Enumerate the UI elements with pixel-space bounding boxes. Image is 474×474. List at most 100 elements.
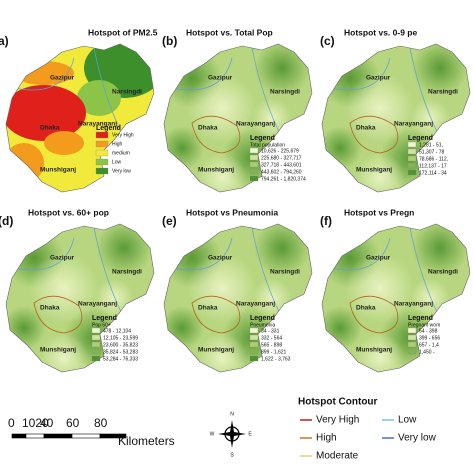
place-name: Munshiganj	[40, 347, 76, 354]
zone	[345, 253, 415, 323]
legend-label: 794,261 - 1,820,374	[261, 176, 306, 182]
panel-title: Hotspot vs. 60+ pop	[28, 207, 109, 217]
legend-label: 172,114 - 34	[419, 170, 447, 176]
zone	[187, 253, 257, 323]
place-name: Narayanganj	[78, 121, 117, 128]
contour	[33, 295, 83, 334]
contour-label: Very low	[398, 433, 437, 444]
zone	[410, 98, 450, 138]
legend-label: 657 - 1,4	[419, 342, 439, 348]
legend-swatch	[249, 334, 259, 341]
border	[163, 223, 313, 373]
legend-swatch	[249, 161, 259, 168]
river	[329, 227, 441, 319]
legend-swatch	[91, 327, 101, 334]
place-name: Munshiganj	[198, 167, 234, 174]
legend-swatch	[91, 341, 101, 348]
legend-field: Pop 60+	[92, 322, 111, 328]
legend-swatch	[249, 327, 259, 334]
legend-label: medium	[112, 150, 130, 156]
zone	[345, 73, 415, 143]
place-name: Narayanganj	[394, 301, 433, 308]
place-name: Gazipur	[50, 75, 75, 82]
border	[163, 43, 313, 193]
map-panel: (c) Hotspot vs. 0-9 pe Gazipur Narsingdi Dha…	[320, 27, 471, 193]
place-name: Dhaka	[40, 305, 60, 312]
contour-title: Hotspot Contour	[298, 397, 378, 408]
legend-swatch	[407, 141, 417, 148]
legend-swatch	[249, 168, 259, 175]
legend-label: Very low	[112, 168, 131, 174]
place-name: Gazipur	[208, 255, 233, 262]
zone	[6, 85, 86, 141]
legend-field: Pneumonia	[250, 322, 276, 328]
legend-swatch	[91, 348, 101, 355]
map-panel: (b) Hotspot vs. Total Pop Gazipur Narsingdi…	[162, 27, 313, 193]
place-name: Narsingdi	[270, 89, 300, 96]
legend-swatch	[95, 158, 109, 166]
panel-title: Hotspot vs Pneumonia	[186, 207, 278, 217]
legend-swatch	[249, 355, 259, 362]
place-name: Gazipur	[366, 255, 391, 262]
zone	[96, 224, 152, 276]
border	[321, 43, 471, 193]
zone	[254, 44, 310, 96]
scale-segment	[25, 433, 45, 439]
legend-label: 53,284 - 76,333	[103, 356, 138, 362]
legend-swatch	[407, 334, 417, 341]
place-name: Narsingdi	[112, 89, 142, 96]
zone	[254, 224, 310, 276]
legend-label: 899 - 1,621	[261, 349, 287, 355]
legend-label: 565 - 898	[261, 342, 282, 348]
legend-heading: Legend	[250, 315, 275, 322]
compass-star	[218, 420, 246, 448]
place-name: Dhaka	[40, 125, 60, 132]
legend-field: Pregnant wom	[408, 322, 440, 328]
zone	[412, 224, 468, 276]
map-panel: (e) Hotspot vs Pneumonia Gazipur Narsingdi D…	[162, 207, 313, 373]
legend-swatch	[91, 355, 101, 362]
scale-unit: Kilometers	[118, 434, 175, 448]
scale-segment	[99, 433, 127, 439]
panel-label: a)	[0, 34, 9, 48]
legend-label: 10,626 - 225,679	[261, 148, 299, 154]
place-name: Narsingdi	[428, 269, 458, 276]
legend-swatch	[95, 140, 109, 148]
legend-heading: Legend	[408, 315, 433, 322]
legend-heading: Legend	[96, 125, 121, 132]
legend-label: 332 - 564	[261, 335, 282, 341]
legend-label: 23,600 - 35,823	[103, 342, 138, 348]
legend-swatch	[95, 149, 109, 157]
legend-label: Very High	[112, 132, 134, 138]
legend-label: 54 - 398	[419, 328, 438, 334]
river	[13, 47, 125, 139]
panel-label: (b)	[162, 34, 177, 48]
legend-swatch	[249, 348, 259, 355]
zone	[94, 278, 134, 318]
contour-label: High	[316, 433, 337, 444]
legend-label: 478 - 12,104	[103, 328, 131, 334]
legend-label: 35,824 - 53,283	[103, 349, 138, 355]
scale-segment	[11, 433, 27, 439]
contour-label: Low	[398, 415, 417, 426]
contour-label: Very High	[316, 415, 359, 426]
contour-legend: Hotspot Contour Very High High Moderate Low V…	[298, 397, 437, 462]
river	[171, 47, 283, 139]
panel-label: (f)	[320, 214, 332, 228]
zone	[412, 44, 468, 96]
legend-label: High	[112, 141, 123, 147]
panel-label: (d)	[0, 214, 13, 228]
scale-label: 1020	[22, 416, 49, 430]
legend-label: Low	[112, 159, 122, 165]
zone	[29, 253, 99, 323]
legend-swatch	[91, 334, 101, 341]
legend-label: 327,718 - 443,601	[261, 162, 302, 168]
border	[5, 223, 155, 373]
panel-title: Hotspot of PM2.5	[88, 27, 158, 37]
legend-swatch	[95, 167, 109, 175]
place-name: Narsingdi	[428, 89, 458, 96]
legend-swatch	[407, 148, 417, 155]
compass-letter: S	[230, 452, 234, 458]
